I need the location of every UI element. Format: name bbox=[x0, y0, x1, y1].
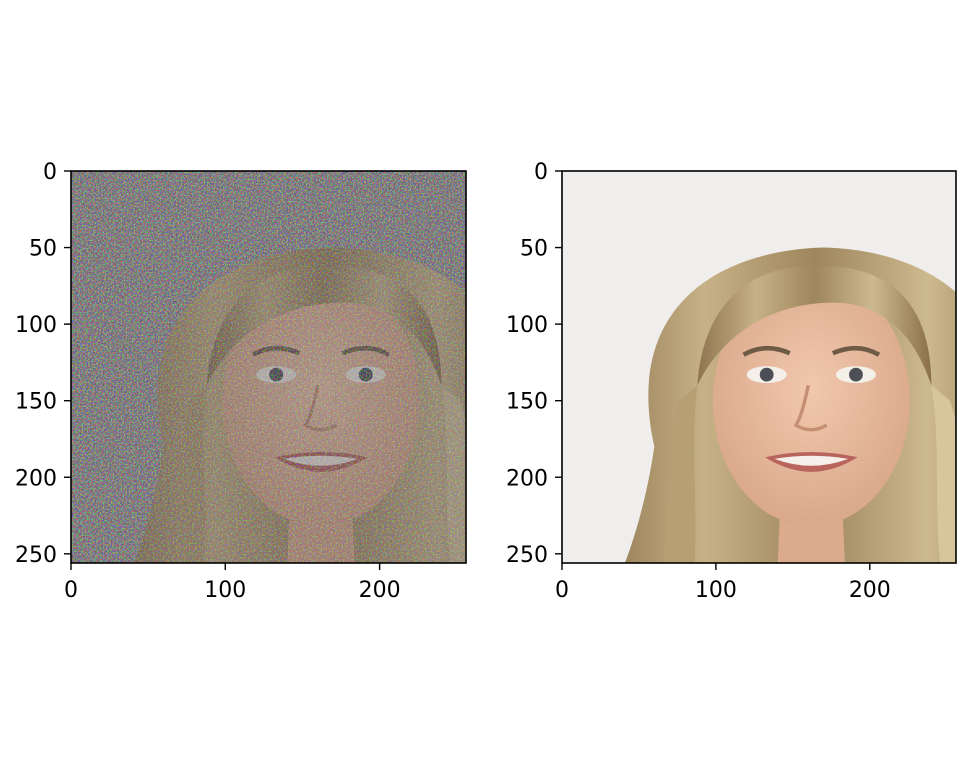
left-y-tick-label: 0 bbox=[43, 160, 57, 185]
right-y-tick-label: 50 bbox=[520, 237, 548, 262]
left-axes-frame bbox=[70, 170, 467, 564]
right-axis-ticks: 0 100 200 0 50 100 150 200 250 bbox=[506, 160, 891, 603]
noisy-image-panel: 0 100 200 0 50 100 150 200 250 bbox=[15, 160, 467, 603]
right-x-tick-label: 0 bbox=[555, 578, 569, 603]
right-x-tick-label: 200 bbox=[849, 578, 891, 603]
left-y-tick-label: 150 bbox=[15, 390, 57, 415]
left-y-tick-label: 200 bbox=[15, 466, 57, 491]
left-y-tick-label: 100 bbox=[15, 313, 57, 338]
right-axes-frame bbox=[561, 170, 957, 564]
clean-image-panel: 0 100 200 0 50 100 150 200 250 bbox=[506, 160, 957, 603]
left-x-tick-label: 100 bbox=[204, 578, 246, 603]
right-y-tick-label: 100 bbox=[506, 313, 548, 338]
left-axis-ticks: 0 100 200 0 50 100 150 200 250 bbox=[15, 160, 401, 603]
right-y-tick-label: 200 bbox=[506, 466, 548, 491]
right-y-tick-label: 0 bbox=[534, 160, 548, 185]
left-x-tick-label: 200 bbox=[359, 578, 401, 603]
right-y-tick-label: 150 bbox=[506, 390, 548, 415]
right-x-tick-label: 100 bbox=[695, 578, 737, 603]
left-y-tick-label: 50 bbox=[29, 237, 57, 262]
left-x-tick-label: 0 bbox=[64, 578, 78, 603]
left-y-tick-label: 250 bbox=[15, 543, 57, 568]
right-y-tick-label: 250 bbox=[506, 543, 548, 568]
